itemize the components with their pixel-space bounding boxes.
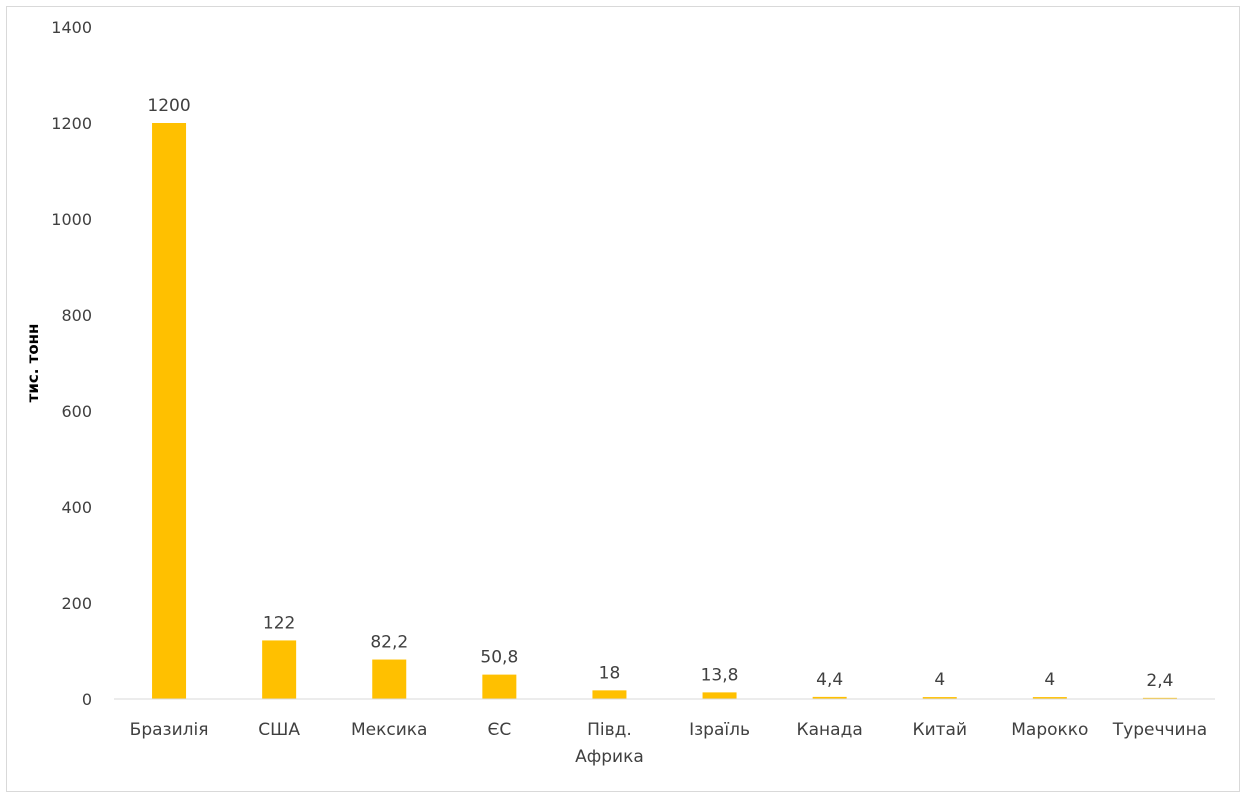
data-label: 4 — [934, 670, 945, 690]
data-label: 50,8 — [480, 648, 518, 668]
x-category-label: Канада — [797, 720, 863, 740]
data-label: 4 — [1044, 670, 1055, 690]
x-category-label: Ізраїль — [689, 720, 750, 740]
bar — [1142, 697, 1177, 699]
y-axis-title: тис. тонн — [24, 324, 42, 403]
data-label: 18 — [599, 663, 621, 683]
y-tick-label: 200 — [61, 594, 92, 613]
data-label: 2,4 — [1146, 671, 1173, 691]
x-category-label: Марокко — [1011, 720, 1088, 740]
bar — [1032, 697, 1067, 699]
bar — [372, 659, 407, 699]
y-tick-label: 1200 — [51, 114, 92, 133]
data-label: 1200 — [147, 96, 190, 116]
y-tick-label: 0 — [82, 690, 92, 709]
data-label: 13,8 — [701, 665, 739, 685]
y-tick-label: 600 — [61, 402, 92, 421]
y-tick-label: 1400 — [51, 18, 92, 37]
x-category-label: Мексика — [351, 720, 427, 740]
bar — [262, 640, 297, 699]
bar — [812, 696, 847, 699]
bars — [152, 123, 1177, 699]
x-category-label: США — [258, 720, 300, 740]
data-label: 82,2 — [370, 633, 408, 653]
y-axis-title-group: тис. тонн — [24, 324, 42, 403]
x-category-label: Китай — [913, 720, 968, 740]
y-tick-label: 1000 — [51, 210, 92, 229]
bar — [152, 123, 187, 699]
y-tick-label: 400 — [61, 498, 92, 517]
x-category-label: Туреччина — [1112, 720, 1207, 740]
x-category-label: Африка — [575, 747, 644, 767]
y-tick-label: 800 — [61, 306, 92, 325]
bar — [482, 674, 517, 699]
data-labels: 1200 122 82,2 50,8 18 13,8 4,4 4 4 2,4 — [147, 96, 1173, 691]
bar — [702, 692, 737, 699]
x-category-label: Бразилія — [130, 720, 209, 740]
chart-frame — [6, 6, 1240, 792]
y-axis-ticks: 0 200 400 600 800 1000 1200 1400 — [51, 18, 92, 709]
x-axis-category-labels: Бразилія США Мексика ЄС Півд. Африка Ізраїль Ка… — [130, 720, 1207, 767]
bar — [592, 690, 627, 699]
data-label: 4,4 — [816, 670, 843, 690]
x-category-label: Півд. — [587, 720, 632, 740]
x-category-label: ЄС — [487, 720, 511, 740]
data-label: 122 — [263, 613, 295, 633]
bar — [922, 697, 957, 699]
